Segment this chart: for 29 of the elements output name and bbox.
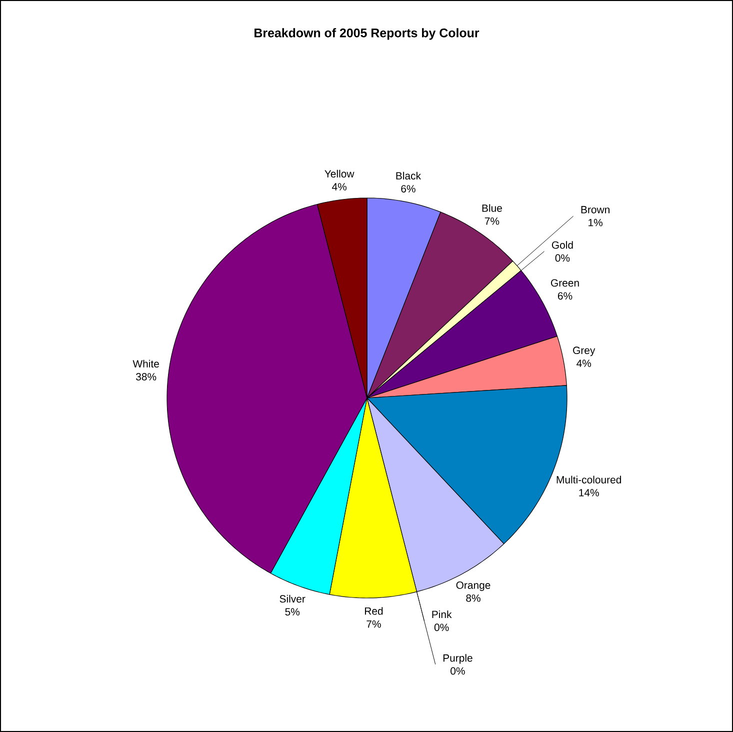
data-label: 4% xyxy=(576,360,592,367)
data-label: 14% xyxy=(579,489,599,496)
data-label: 6% xyxy=(401,185,416,192)
data-label: 4% xyxy=(332,183,346,190)
slice-label: Brown xyxy=(581,206,610,214)
text: 0% xyxy=(434,624,449,632)
data-label: 1% xyxy=(588,218,602,226)
slice-label: White xyxy=(132,360,159,368)
slice-label: Orange xyxy=(456,581,490,591)
category-label: Gold xyxy=(552,241,573,249)
data-label: 7% xyxy=(366,620,381,628)
data-label: 6% xyxy=(558,292,572,300)
category-label: Purple xyxy=(443,654,472,664)
text: 0% xyxy=(555,254,570,262)
chart-title: Breakdown of 2005 Reports by Colour xyxy=(254,28,480,40)
text: 0% xyxy=(450,667,465,675)
category-label: Pink xyxy=(432,610,452,618)
slice-label: Blue xyxy=(482,204,502,212)
data-label: 8% xyxy=(466,594,480,602)
slice-label: Silver xyxy=(280,594,306,603)
data-label: 5% xyxy=(285,608,300,616)
slice-label: Multi-coloured xyxy=(556,476,622,484)
slice-label: Green xyxy=(551,279,579,287)
slice-label: Black xyxy=(396,172,422,180)
slice-label: Red xyxy=(365,607,383,615)
data-label: 38% xyxy=(136,373,156,380)
slice-label: Yellow xyxy=(324,170,354,178)
slice-label: Grey xyxy=(573,346,596,356)
data-label: 7% xyxy=(484,217,500,225)
